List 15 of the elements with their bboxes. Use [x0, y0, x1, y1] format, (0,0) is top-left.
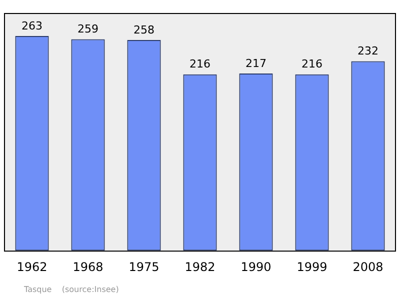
x-tick-label: 1962 — [16, 260, 48, 274]
data-label: 216 — [302, 58, 322, 71]
text: Tasque (source:Insee) — [24, 285, 119, 294]
data-label: 232 — [358, 44, 378, 58]
x-tick-label: 1990 — [240, 260, 272, 274]
data-label: 216 — [190, 58, 210, 71]
x-tick-label: 1999 — [296, 260, 328, 274]
data-label: 259 — [78, 22, 98, 36]
x-tick-label: 1982 — [184, 260, 216, 274]
x-tick-label: 2008 — [352, 260, 384, 274]
x-tick-label: 1968 — [72, 260, 104, 274]
data-label: 217 — [246, 56, 266, 70]
data-label: 258 — [134, 23, 154, 36]
data-label: 263 — [22, 19, 42, 32]
x-tick-label: 1975 — [128, 260, 160, 274]
